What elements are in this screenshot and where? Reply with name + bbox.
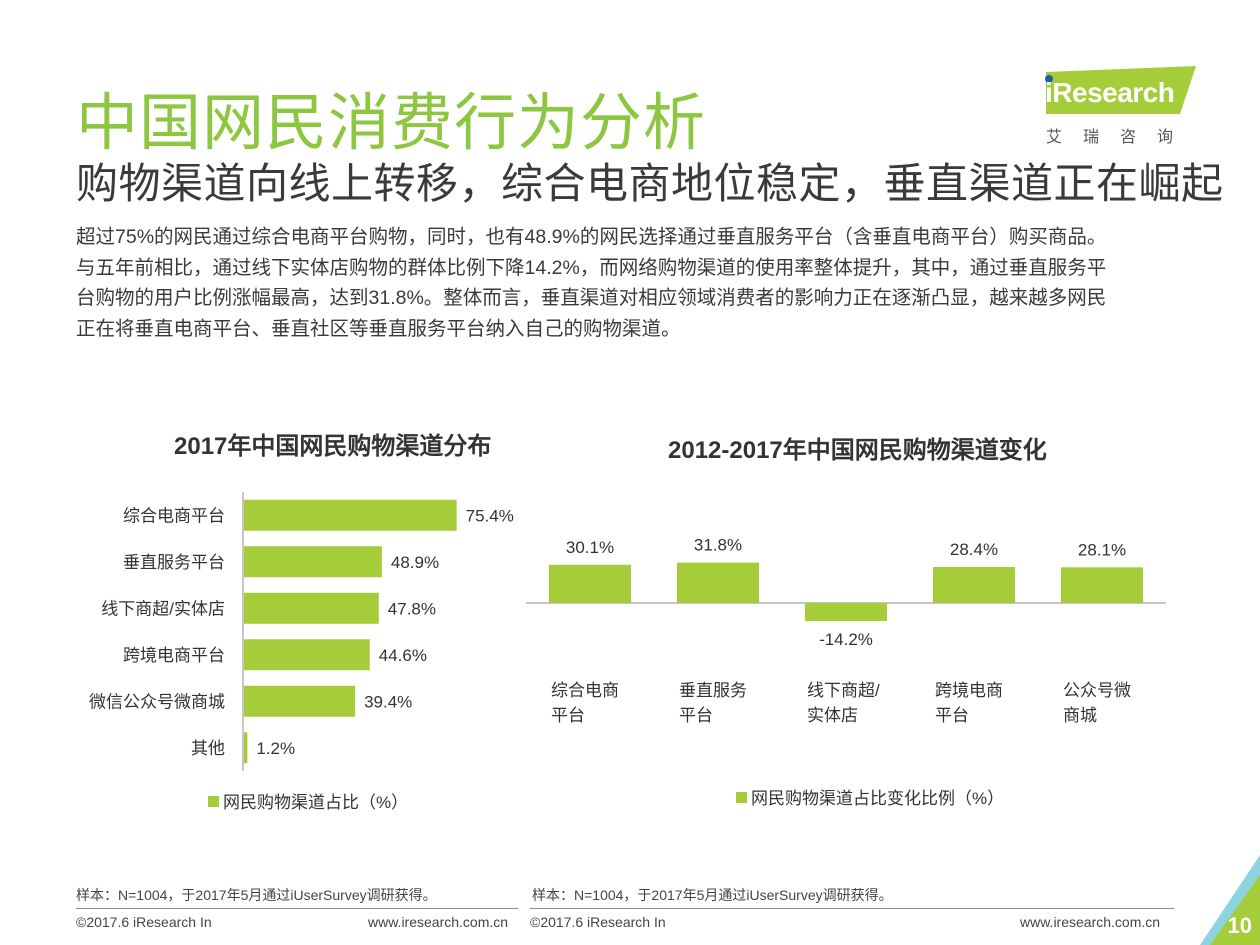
page-number: 10	[1227, 913, 1252, 938]
chart2-category-label: 垂直服务	[679, 681, 747, 700]
chart1-category-label: 线下商超/实体店	[101, 599, 225, 618]
copyright-right: ©2017.6 iResearch In	[530, 914, 666, 930]
page-title: 中国网民消费行为分析	[76, 89, 707, 158]
chart1-legend-label: 网民购物渠道占比（%）	[223, 793, 409, 812]
legend-swatch	[208, 796, 219, 807]
page-corner-decoration	[1200, 855, 1260, 945]
chart2-bar	[1061, 567, 1143, 603]
sample-note-left: 样本：N=1004，于2017年5月通过iUserSurvey调研获得。	[76, 887, 437, 903]
chart1-category-label: 微信公众号微商城	[89, 692, 225, 711]
logo-banner-shape	[1046, 66, 1196, 114]
chart2-title: 2012-2017年中国网民购物渠道变化	[668, 437, 1047, 464]
chart2-bar	[805, 603, 887, 622]
chart1-value-label: 44.6%	[379, 646, 427, 665]
chart2-legend: 网民购物渠道占比变化比例（%）	[736, 784, 1004, 809]
chart2-bar	[933, 566, 1015, 603]
chart1-category-label: 其他	[191, 739, 225, 758]
chart1-value-label: 39.4%	[364, 692, 412, 711]
chart1-bar	[244, 546, 382, 578]
chart2-column-bar: 30.1% 综合电商平台 31.8% 垂直服务平台 -14.2% 线下商超/实体店 28.4…	[526, 536, 1166, 725]
chart2-value-label: 31.8%	[694, 536, 742, 555]
footer-divider-right	[530, 908, 1174, 909]
summary-paragraph: 超过75%的网民通过综合电商平台购物，同时，也有48.9%的网民选择通过垂直服务…	[76, 222, 1196, 344]
chart2-value-label: 28.4%	[950, 540, 998, 559]
summary-line: 与五年前相比，通过线下实体店购物的群体比例下降14.2%，而网络购物渠道的使用率…	[76, 256, 1107, 279]
chart2-category-label: 实体店	[807, 706, 858, 725]
footer-divider-left	[76, 908, 518, 909]
logo-sub-text: 艾瑞咨询	[1046, 129, 1195, 146]
chart1-category-label: 综合电商平台	[123, 506, 225, 525]
chart2-value-label: 28.1%	[1078, 540, 1126, 559]
summary-line: 正在将垂直电商平台、垂直社区等垂直服务平台纳入自己的购物渠道。	[76, 317, 681, 340]
chart2-category-label: 平台	[679, 706, 713, 725]
chart1-title: 2017年中国网民购物渠道分布	[174, 433, 492, 460]
logo-i-dot	[1045, 75, 1053, 83]
chart2-category-label: 公众号微	[1063, 681, 1131, 700]
website-link-right[interactable]: www.iresearch.com.cn	[1020, 914, 1161, 930]
summary-line: 台购物的用户比例涨幅最高，达到31.8%。整体而言，垂直渠道对相应领域消费者的影…	[76, 287, 1107, 309]
copyright-left: ©2017.6 iResearch In	[76, 914, 212, 930]
chart2-bar	[549, 564, 631, 603]
chart1-category-label: 跨境电商平台	[123, 646, 225, 665]
chart2-bar	[677, 562, 759, 603]
chart2-category-label: 线下商超/	[807, 681, 880, 700]
chart1-bar	[244, 499, 457, 531]
chart1-legend: 网民购物渠道占比（%）	[208, 788, 408, 813]
chart2-legend-label: 网民购物渠道占比变化比例（%）	[751, 789, 1005, 808]
chart1-bar	[244, 592, 379, 624]
chart1-bar	[244, 639, 370, 671]
chart1-bar	[244, 732, 248, 764]
chart2-category-label: 商城	[1063, 706, 1097, 725]
chart1-value-label: 1.2%	[256, 739, 295, 758]
chart1-horizontal-bar: 综合电商平台 75.4% 垂直服务平台 48.9% 线下商超/实体店 47.8% 跨境电商平…	[89, 492, 514, 771]
sample-note-right: 样本：N=1004，于2017年5月通过iUserSurvey调研获得。	[532, 887, 893, 903]
chart1-value-label: 47.8%	[388, 599, 436, 618]
chart2-category-label: 平台	[935, 706, 969, 725]
legend-swatch	[736, 792, 747, 803]
logo-brand-text: iResearch	[1045, 77, 1175, 108]
chart1-category-label: 垂直服务平台	[123, 553, 225, 572]
website-link-left[interactable]: www.iresearch.com.cn	[368, 914, 509, 930]
chart1-value-label: 48.9%	[391, 553, 439, 572]
chart2-value-label: -14.2%	[819, 630, 873, 649]
chart2-category-label: 综合电商	[551, 681, 619, 700]
iresearch-logo	[1045, 66, 1196, 114]
summary-line: 超过75%的网民通过综合电商平台购物，同时，也有48.9%的网民选择通过垂直服务…	[76, 226, 1107, 248]
corner-triangle-green	[1210, 875, 1260, 945]
chart2-value-label: 30.1%	[566, 538, 614, 557]
page-subtitle: 购物渠道向线上转移，综合电商地位稳定，垂直渠道正在崛起	[76, 160, 1224, 207]
chart2-category-label: 跨境电商	[935, 681, 1003, 700]
chart2-category-label: 平台	[551, 706, 585, 725]
chart1-value-label: 75.4%	[466, 506, 514, 525]
chart1-bar	[244, 685, 356, 717]
